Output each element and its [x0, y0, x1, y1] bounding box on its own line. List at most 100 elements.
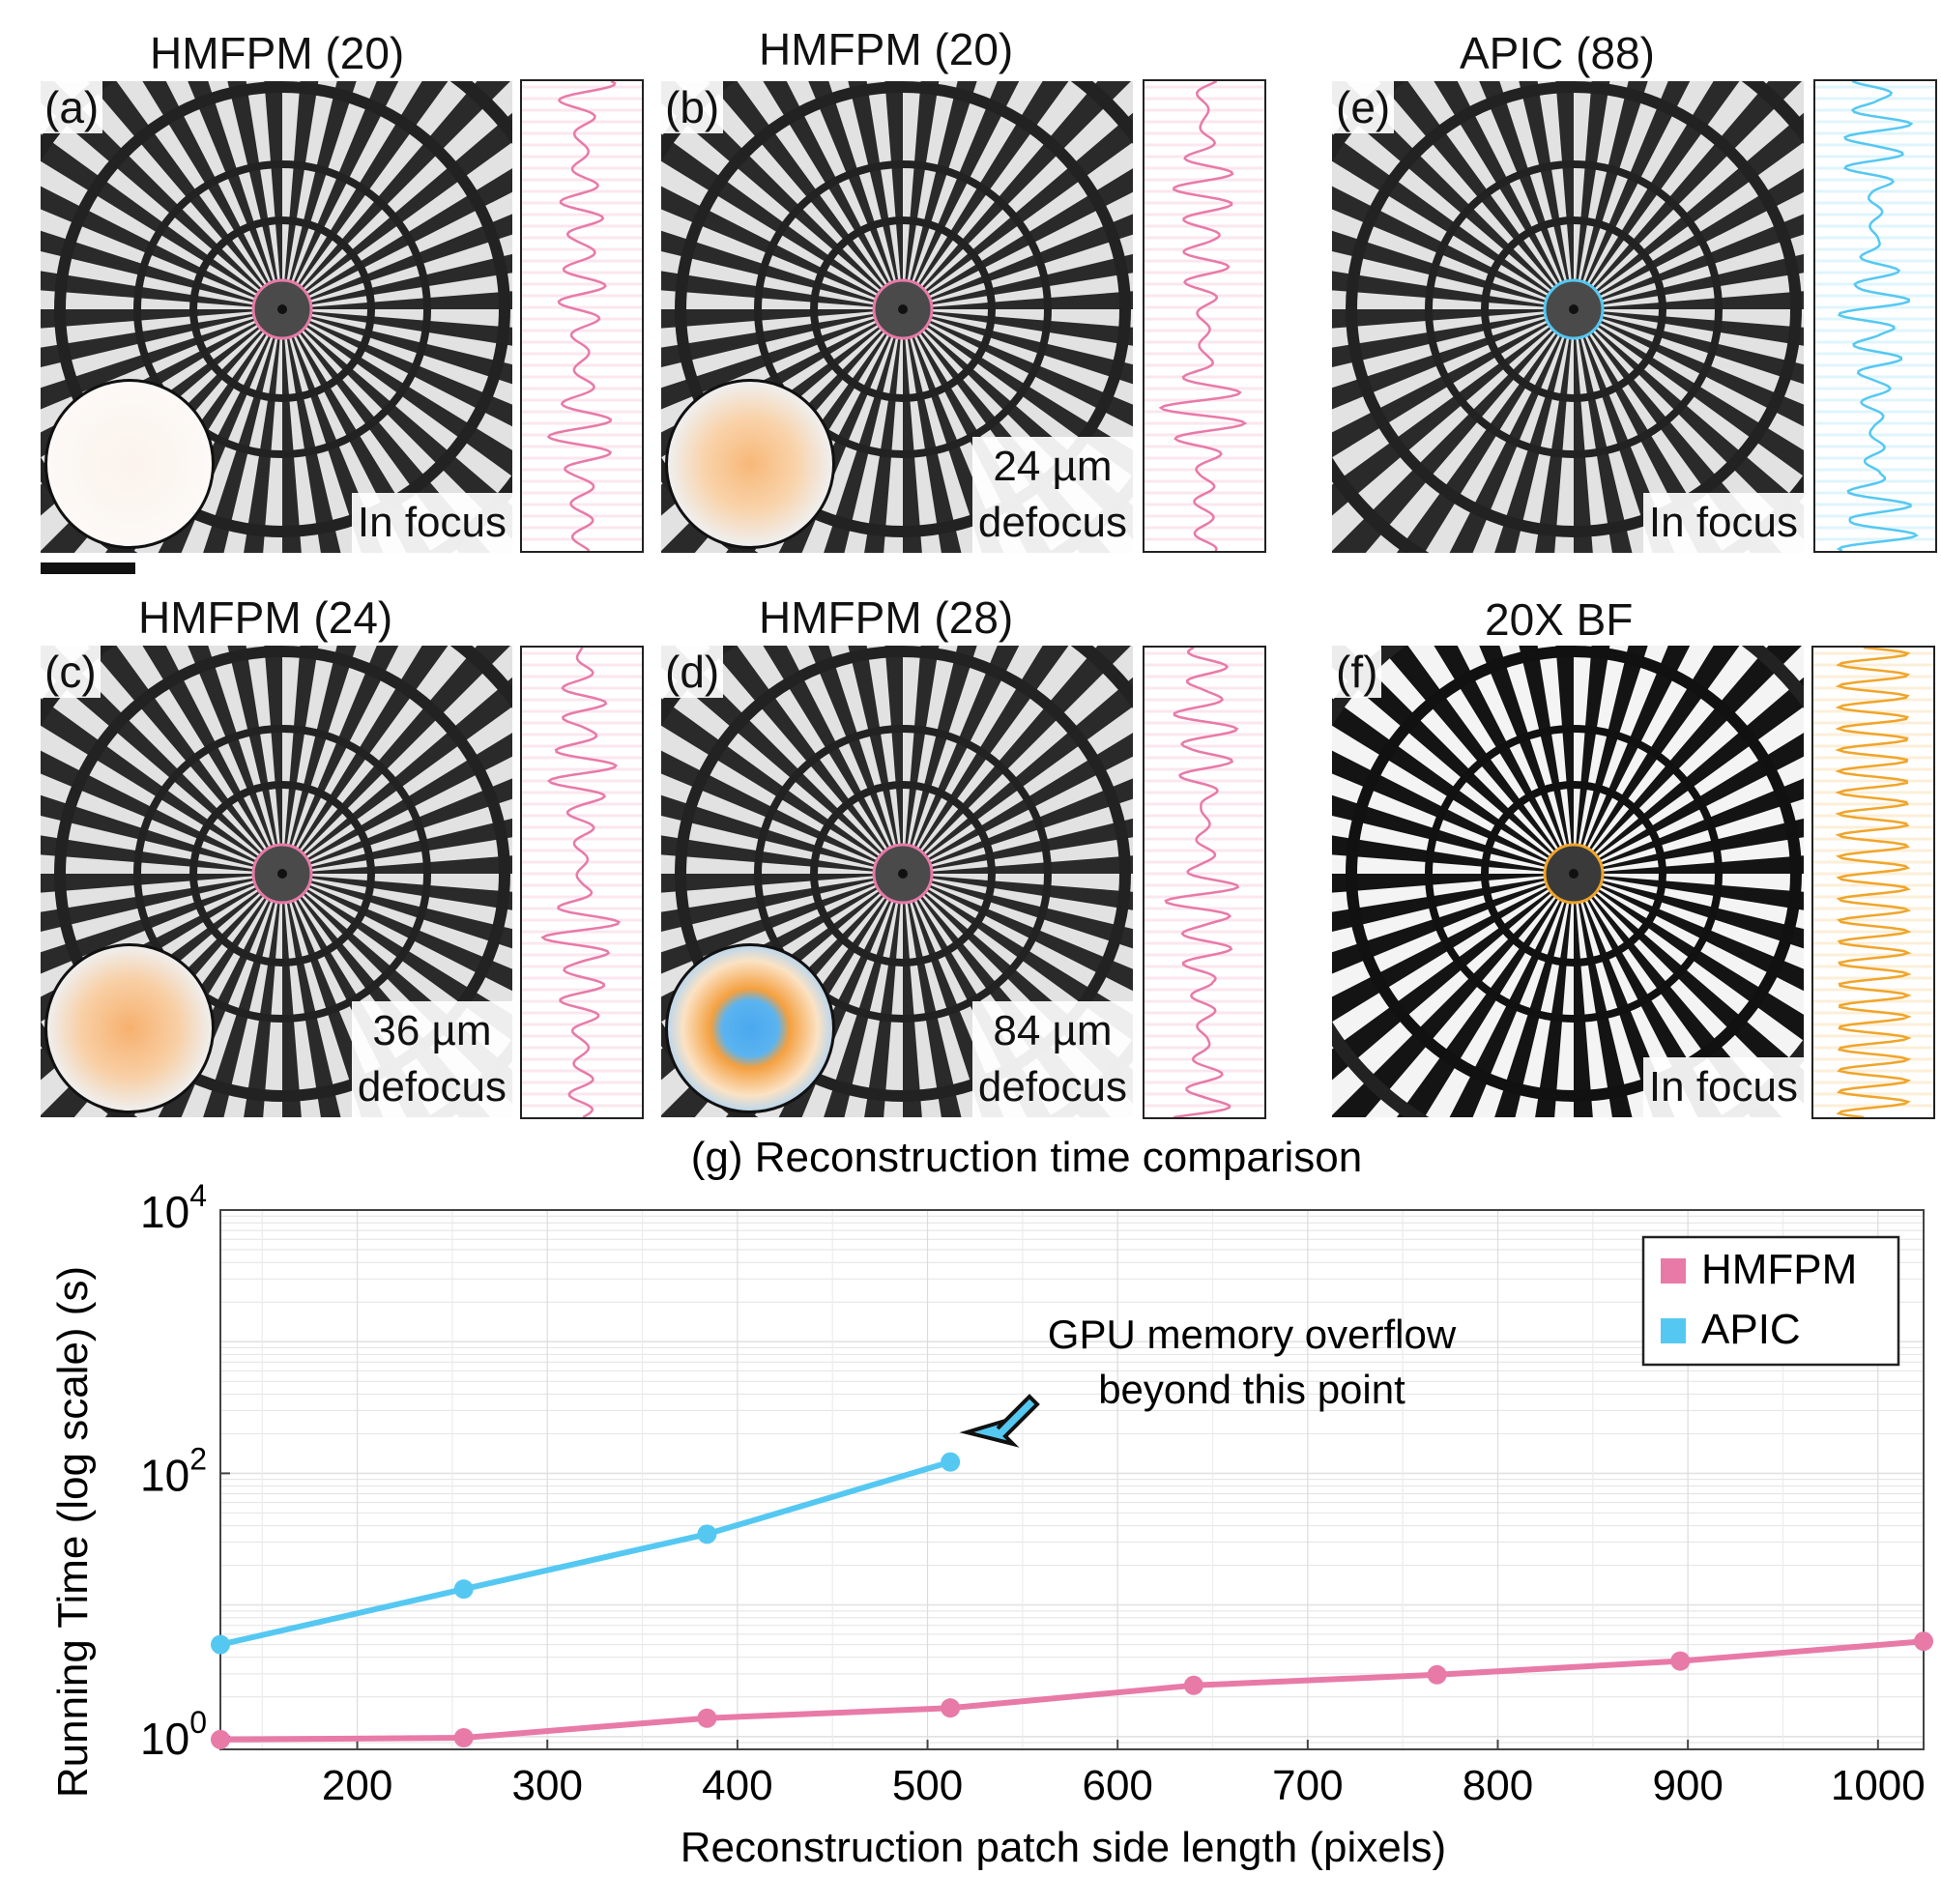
star-spoke: [208, 646, 282, 874]
panel-image-f: (f) In focus: [1332, 646, 1804, 1117]
star-spoke: [903, 646, 921, 874]
star-spoke: [675, 81, 903, 309]
star-center-dot: [898, 304, 908, 314]
panel-image-e: (e) In focus: [1332, 81, 1804, 553]
data-point-hmfpm: [941, 1698, 961, 1718]
star-spoke: [903, 309, 1133, 328]
star-ring: [1425, 160, 1723, 458]
panel-letter-b: (b): [661, 81, 724, 133]
legend-label: HMFPM: [1701, 1246, 1857, 1293]
star-ring: [675, 81, 1131, 537]
y-axis-label: Running Time (log scale) (s): [49, 1266, 97, 1798]
annotation-line1: GPU memory overflow: [1048, 1312, 1457, 1357]
line-profile-a: [520, 79, 644, 553]
star-spoke: [1332, 209, 1574, 309]
star-spoke: [41, 102, 282, 309]
panel-image-b: (b) 24 µm defocus: [661, 81, 1133, 553]
star-spoke: [282, 309, 512, 506]
x-tick-label: 600: [1082, 1762, 1152, 1809]
x-tick-label: 400: [702, 1762, 772, 1809]
star-spoke: [282, 309, 512, 450]
siemens-star-image: [1332, 81, 1804, 553]
star-spoke: [903, 81, 1133, 309]
star-spoke: [282, 309, 407, 553]
star-ring: [189, 781, 375, 966]
star-spoke: [903, 309, 1133, 506]
star-ring: [189, 216, 375, 402]
star-spoke: [694, 874, 903, 1117]
star-spoke: [903, 81, 921, 309]
star-spoke: [282, 646, 512, 874]
legend: HMFPM APIC: [1641, 1235, 1900, 1367]
star-spoke: [282, 309, 362, 553]
star-center-dot: [277, 869, 287, 879]
data-point-hmfpm: [1670, 1651, 1691, 1671]
x-tick-label: 200: [322, 1762, 392, 1809]
panel-letter-a: (a): [41, 81, 103, 133]
star-spoke: [282, 81, 377, 309]
star-ring: [754, 725, 1052, 1023]
star-spoke: [1332, 290, 1574, 309]
star-spoke: [1574, 309, 1804, 405]
plot-frame: [219, 1209, 1925, 1750]
data-point-apic: [453, 1579, 474, 1600]
data-point-hmfpm: [1183, 1675, 1203, 1695]
star-spoke: [1346, 646, 1574, 874]
star-spoke: [661, 773, 903, 874]
panel-title-b: HMFPM (20): [759, 24, 1014, 74]
star-spoke: [41, 309, 282, 348]
panel-title-a: HMFPM (20): [150, 28, 405, 78]
star-spoke: [282, 81, 337, 309]
series-layer: [211, 1452, 1933, 1749]
star-spoke: [1574, 81, 1592, 309]
data-point-hmfpm: [697, 1708, 717, 1728]
series-line-apic: [219, 1458, 951, 1648]
star-spoke: [73, 874, 282, 1117]
star-ring: [133, 725, 431, 1023]
star-spoke: [661, 874, 903, 912]
star-spoke: [1574, 309, 1804, 553]
star-spoke: [1574, 81, 1668, 309]
star-spoke: [282, 309, 512, 553]
star-ring: [810, 216, 996, 402]
x-tick-label: 1000: [1831, 1762, 1926, 1809]
scale-bar: [41, 563, 135, 574]
star-spoke: [41, 773, 282, 874]
x-axis-label: Reconstruction patch side length (pixels…: [681, 1824, 1446, 1871]
annotation-line2: beyond this point: [1098, 1367, 1405, 1412]
star-spoke: [116, 81, 282, 309]
star-spoke: [282, 646, 301, 874]
panel-image-a: (a) In focus: [41, 81, 512, 553]
y-tick-label: 104: [140, 1178, 207, 1237]
siemens-star-image: [1332, 646, 1804, 1117]
data-point-hmfpm: [453, 1727, 474, 1747]
panel-title-c: HMFPM (24): [138, 592, 393, 643]
star-ring: [1346, 81, 1802, 537]
line-profile-f: [1811, 646, 1935, 1119]
legend-swatch: [1661, 1318, 1686, 1343]
star-spoke: [1574, 81, 1804, 309]
star-spoke: [1574, 798, 1804, 874]
profile-curve: [1836, 81, 1920, 551]
star-spoke: [1332, 309, 1574, 433]
star-spoke: [208, 81, 282, 309]
star-spoke: [1574, 646, 1668, 874]
star-spoke: [1346, 81, 1574, 309]
panel-note-b: 24 µm defocus: [971, 437, 1133, 553]
x-tick-label: 700: [1272, 1762, 1343, 1809]
star-spoke: [282, 646, 422, 874]
star-ring: [54, 81, 510, 537]
star-spoke: [1332, 309, 1574, 389]
star-spoke: [181, 874, 282, 1117]
star-spoke: [282, 309, 512, 328]
panel-title-d: HMFPM (28): [759, 592, 1014, 643]
star-center-dot: [1569, 869, 1579, 879]
panel-title-f: 20X BF: [1485, 594, 1634, 645]
data-point-hmfpm: [1914, 1631, 1933, 1652]
data-point-apic: [941, 1452, 961, 1472]
profile-curve: [1164, 648, 1240, 1117]
legend-swatch: [1661, 1258, 1686, 1284]
panel-note-a: In focus: [351, 493, 512, 553]
star-spoke: [54, 81, 282, 309]
star-spoke: [903, 309, 1028, 553]
